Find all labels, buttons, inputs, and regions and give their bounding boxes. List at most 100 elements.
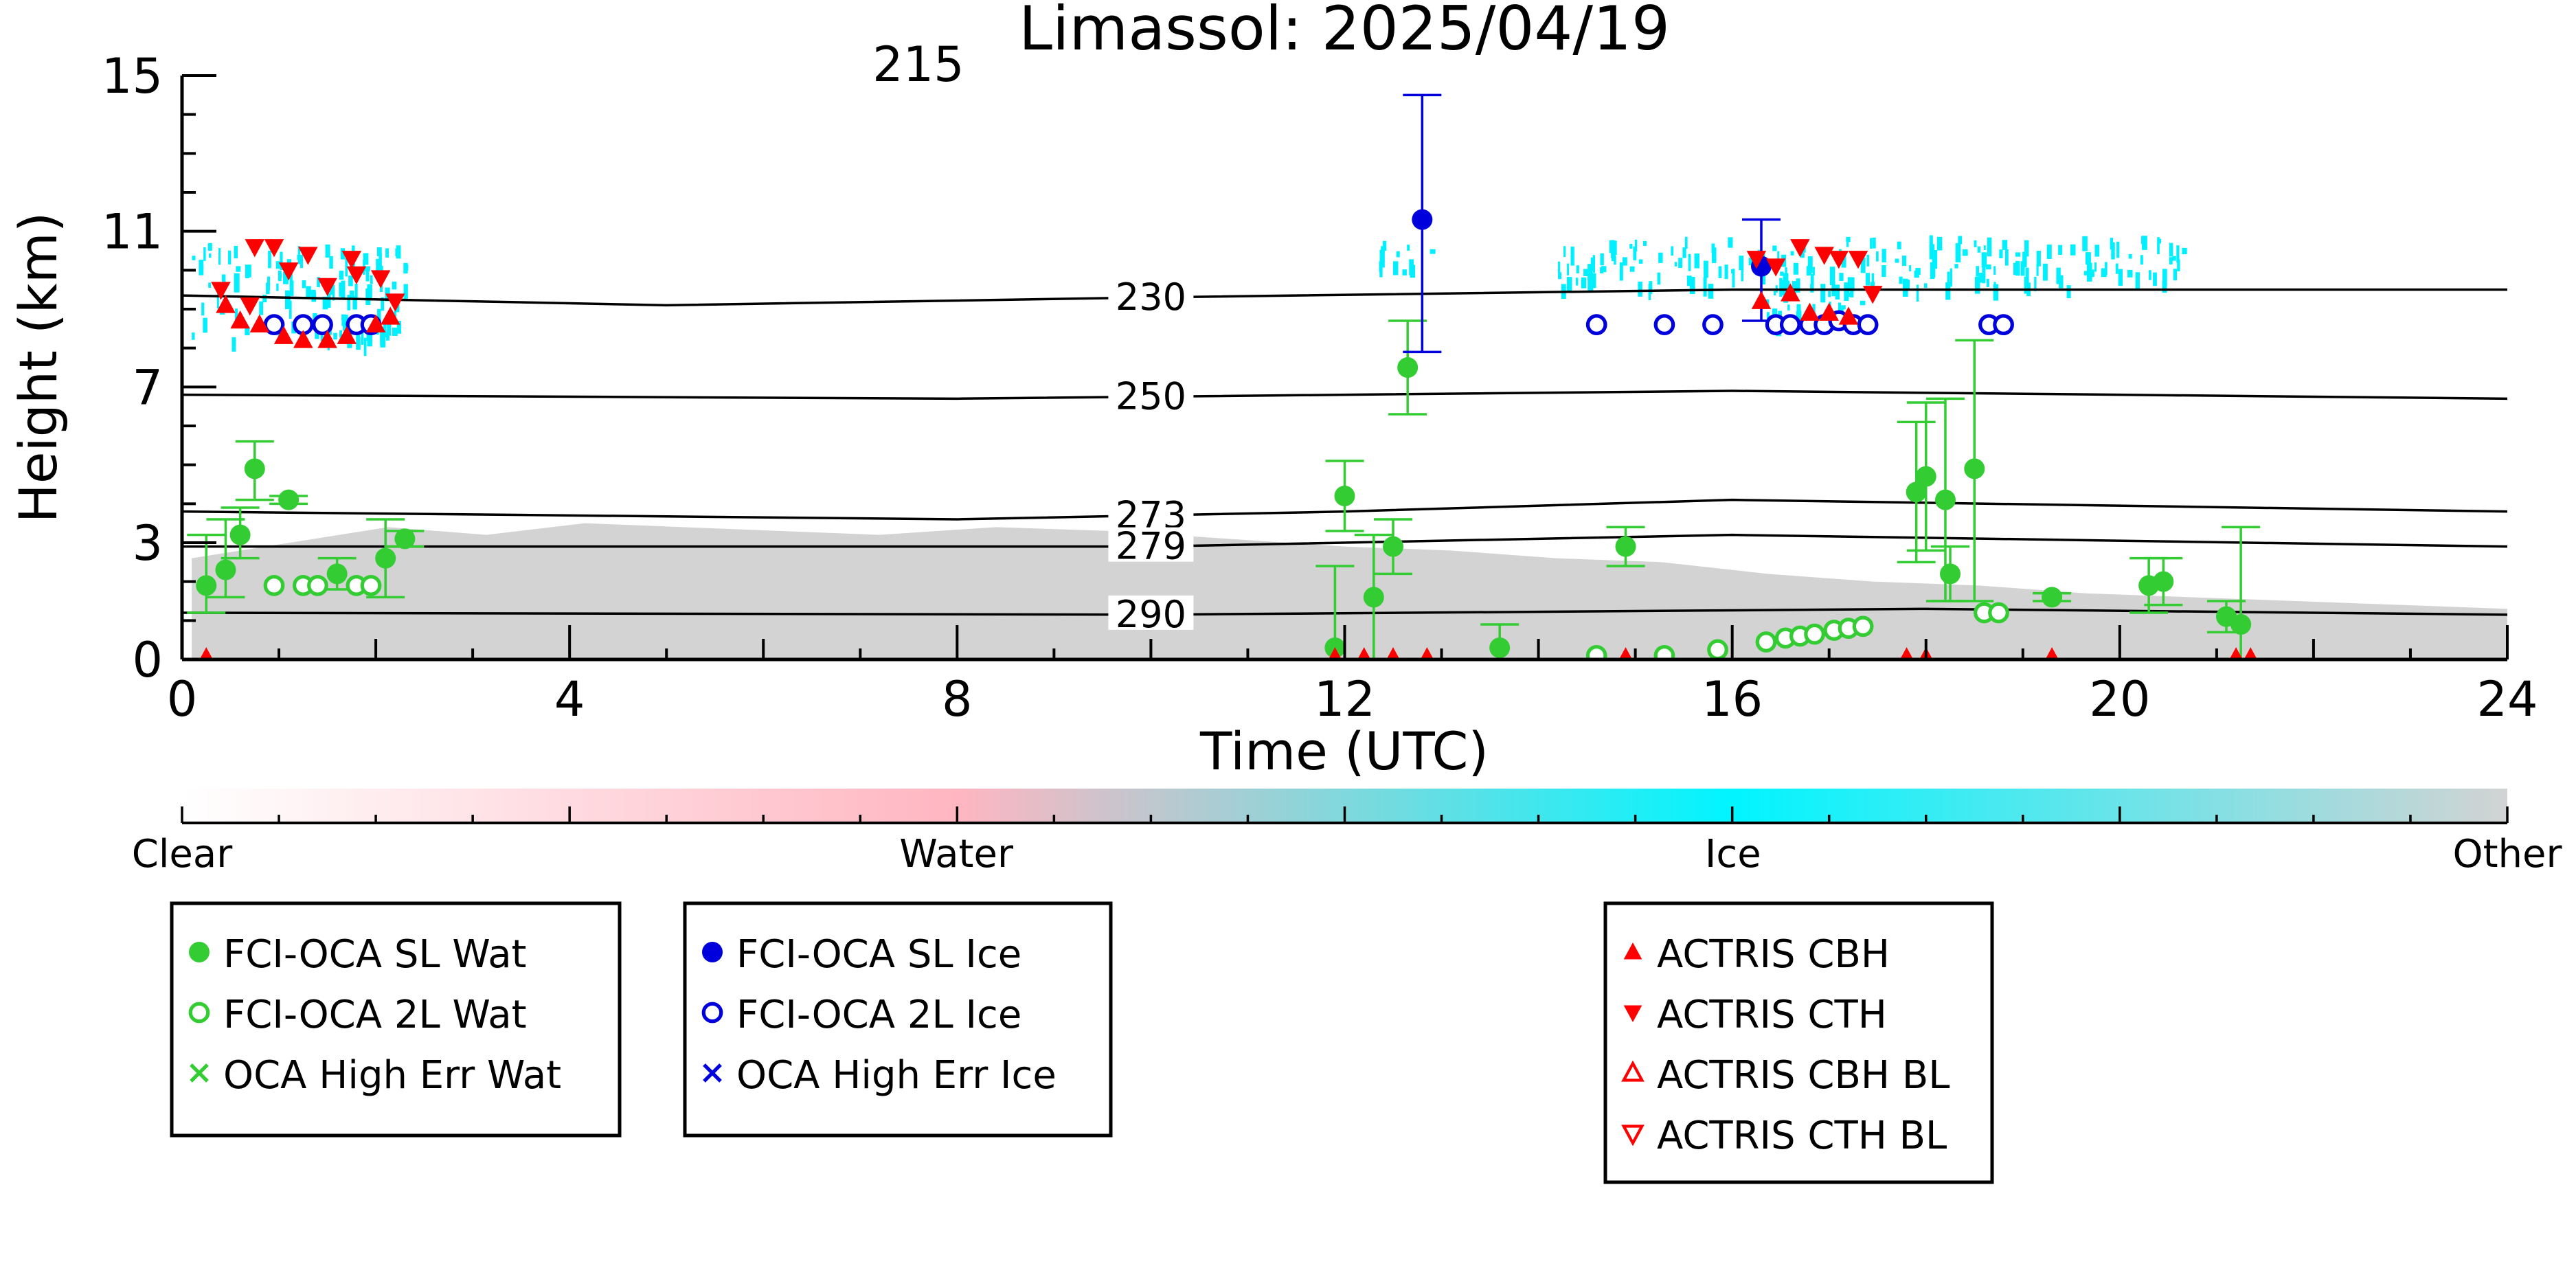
legend-marker [1621, 1125, 1645, 1146]
data-point [1857, 314, 1879, 336]
data-point [1800, 302, 1820, 321]
extra-isotherm-label: 215 [872, 36, 964, 93]
legend-marker [1623, 942, 1642, 960]
data-point [317, 330, 337, 348]
y-tick-label: 11 [102, 204, 163, 260]
isotherm-250 [182, 389, 2507, 400]
x-tick-label: 4 [554, 671, 585, 727]
data-point [1383, 536, 1404, 557]
data-point [1899, 647, 1914, 659]
y-tick-label: 3 [132, 515, 163, 572]
plot-area [182, 93, 2507, 659]
data-point [263, 314, 285, 336]
data-point [244, 458, 265, 479]
legend-marker [703, 1063, 722, 1083]
other-region-0 [192, 523, 880, 659]
legend-marker [702, 942, 723, 962]
colorbar: Clear Water Ice Other [132, 789, 2563, 877]
legend-label: ACTRIS CTH [1657, 993, 1887, 1037]
colorbar-label-water: Water [899, 832, 1014, 877]
isotherm-label-bg-3 [1108, 527, 1194, 562]
ice-region-1 [1379, 240, 1436, 278]
legend-frame [1603, 901, 1994, 1184]
x-tick-label: 0 [167, 671, 198, 727]
legend-label: FCI-OCA 2L Ice [736, 993, 1021, 1037]
data-point [1814, 247, 1834, 265]
data-point [326, 563, 348, 585]
data-point [1653, 314, 1675, 336]
data-point [229, 524, 251, 545]
colorbar-labels: Clear Water Ice Other [132, 832, 2563, 877]
data-point [1420, 647, 1434, 659]
series-fci-oca-sl-ice [1403, 93, 1781, 354]
data-point [1707, 639, 1728, 659]
data-point [264, 239, 284, 258]
data-point [1940, 563, 1961, 585]
colorbar-label-other: Other [2452, 832, 2562, 877]
data-point [1397, 357, 1419, 378]
ice-region-2 [1557, 235, 2187, 303]
isotherm-label-279: 279 [1116, 525, 1186, 568]
legend-marker [189, 942, 210, 962]
legend-marker [1621, 1060, 1645, 1082]
data-point [1852, 615, 1874, 637]
data-point [394, 528, 416, 550]
isotherm-230 [182, 288, 2507, 307]
data-point [1585, 644, 1607, 659]
data-point [1615, 536, 1636, 557]
legend-box-3: ACTRIS CBH ACTRIS CTH ACTRIS CBH BL ACTRIS … [1603, 901, 1994, 1184]
data-point [2045, 647, 2059, 659]
data-point [360, 574, 382, 596]
legend-box-1: FCI-OCA SL Wat FCI-OCA 2L Wat OCA High Err… [170, 901, 622, 1138]
data-point [1781, 283, 1800, 302]
data-point [1804, 623, 1825, 645]
data-point [1790, 239, 1810, 258]
data-point [1489, 637, 1511, 658]
isotherm-label-250: 250 [1116, 375, 1186, 418]
legend-label: FCI-OCA SL Ice [736, 932, 1021, 977]
data-point [370, 270, 391, 289]
data-point [240, 297, 260, 316]
data-point [337, 326, 357, 344]
legend-frame [170, 901, 622, 1138]
data-point [1328, 647, 1342, 659]
colorbar-label-ice: Ice [1705, 832, 1761, 877]
data-point [230, 310, 250, 329]
data-point [263, 574, 285, 596]
data-point [1765, 258, 1786, 277]
axes: 0 4 8 12 16 20 24 0 3 7 11 15 [102, 48, 2538, 727]
series-fci-oca-2l-ice [263, 310, 2014, 336]
data-point [341, 251, 362, 269]
data-point [1934, 489, 1956, 510]
data-point [385, 293, 405, 312]
y-tick-label: 0 [132, 632, 163, 688]
isotherm-label-bg-4 [1108, 595, 1194, 630]
legend-label: FCI-OCA 2L Wat [223, 993, 527, 1037]
data-point [346, 266, 367, 284]
isotherm-label-bg-2 [1108, 496, 1194, 531]
data-point [375, 547, 396, 569]
other-region-1 [879, 527, 1345, 659]
data-point [1906, 482, 1927, 503]
data-point [1862, 286, 1883, 304]
series-fci-oca-2l-wat [263, 574, 2009, 659]
x-tick-label: 8 [942, 671, 973, 727]
legend-label: OCA High Err Wat [223, 1053, 561, 1098]
data-point [1993, 314, 2014, 336]
isotherm-label-290: 290 [1116, 593, 1186, 636]
legend-marker [188, 1002, 210, 1024]
data-point [380, 306, 400, 325]
legend-marker [1623, 1005, 1642, 1022]
data-point [1746, 251, 1767, 269]
y-tick-label: 15 [102, 48, 163, 104]
isotherm-label-bg-1 [1108, 377, 1194, 412]
data-point [278, 262, 299, 281]
data-point [216, 295, 236, 313]
data-point [2042, 587, 2063, 608]
data-point [2153, 571, 2174, 592]
x-axis-label: Time (UTC) [1199, 721, 1489, 782]
data-point [1779, 314, 1801, 336]
y-tick-label: 7 [132, 359, 163, 416]
